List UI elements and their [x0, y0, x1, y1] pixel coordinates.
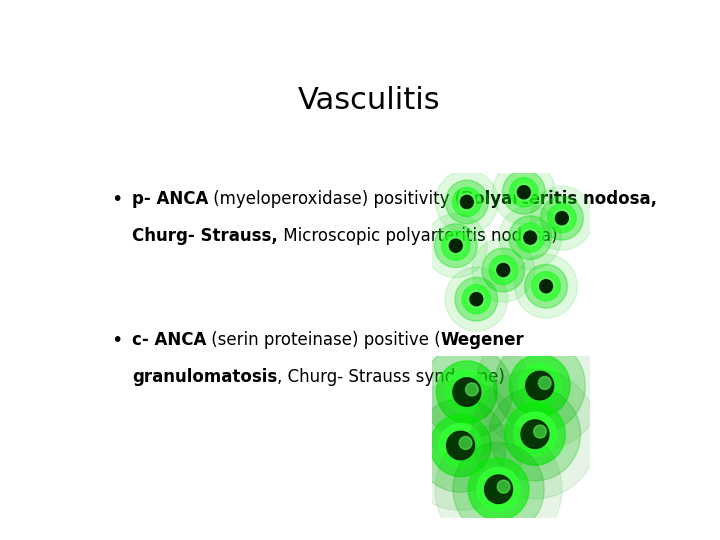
Circle shape [482, 248, 525, 292]
Circle shape [472, 238, 535, 302]
Circle shape [436, 361, 498, 423]
Circle shape [554, 210, 570, 227]
Circle shape [455, 278, 498, 321]
Circle shape [449, 239, 462, 252]
Text: Wegener: Wegener [441, 331, 525, 349]
Circle shape [485, 475, 513, 503]
Circle shape [446, 180, 488, 224]
Circle shape [462, 285, 490, 314]
Text: •: • [111, 190, 122, 208]
Circle shape [532, 272, 560, 301]
Circle shape [403, 327, 530, 457]
Text: Churg- Strauss,: Churg- Strauss, [132, 227, 278, 245]
Circle shape [505, 403, 565, 465]
Text: (myeloperoxidase) positivity (: (myeloperoxidase) positivity ( [208, 190, 462, 207]
Circle shape [468, 458, 529, 521]
Circle shape [531, 186, 593, 250]
Text: •: • [111, 331, 122, 350]
Circle shape [503, 171, 545, 214]
Circle shape [510, 178, 538, 207]
Circle shape [415, 399, 506, 492]
Circle shape [466, 383, 478, 396]
Circle shape [441, 231, 470, 260]
Circle shape [538, 278, 554, 295]
Circle shape [523, 231, 536, 244]
Circle shape [446, 431, 474, 460]
Circle shape [534, 425, 546, 438]
Circle shape [516, 184, 532, 201]
Circle shape [494, 339, 585, 432]
Circle shape [439, 423, 482, 468]
Circle shape [522, 229, 539, 246]
Text: , Churg- Strauss syndrome): , Churg- Strauss syndrome) [277, 368, 505, 386]
Circle shape [453, 187, 481, 217]
Circle shape [453, 443, 544, 536]
Circle shape [453, 378, 481, 406]
Circle shape [518, 363, 562, 408]
Text: Polyarteritis nodosa,: Polyarteritis nodosa, [462, 190, 657, 207]
Circle shape [499, 206, 562, 269]
Text: Microscopic polyarteritis nodosa): Microscopic polyarteritis nodosa) [278, 227, 557, 245]
Circle shape [548, 204, 576, 233]
Circle shape [477, 321, 603, 450]
Circle shape [490, 388, 580, 481]
Circle shape [518, 186, 531, 199]
Circle shape [509, 354, 570, 417]
Circle shape [525, 265, 567, 308]
Circle shape [472, 369, 598, 499]
Circle shape [424, 214, 487, 278]
Circle shape [526, 372, 554, 400]
Circle shape [495, 261, 512, 279]
Circle shape [459, 193, 475, 211]
Circle shape [492, 160, 555, 224]
Circle shape [521, 420, 549, 448]
Circle shape [459, 436, 472, 449]
Circle shape [539, 280, 552, 293]
Circle shape [421, 346, 513, 438]
Text: c- ANCA: c- ANCA [132, 331, 206, 349]
Circle shape [497, 264, 510, 276]
Circle shape [498, 480, 510, 493]
Circle shape [513, 412, 557, 456]
Circle shape [509, 215, 552, 260]
Circle shape [555, 212, 568, 225]
Circle shape [489, 255, 518, 285]
Text: granulomatosis: granulomatosis [132, 368, 277, 386]
Circle shape [447, 237, 464, 254]
Text: (serin proteinase) positive (: (serin proteinase) positive ( [206, 331, 441, 349]
Circle shape [434, 224, 477, 267]
Circle shape [539, 376, 551, 389]
Circle shape [516, 223, 544, 252]
Circle shape [541, 197, 583, 240]
Text: Vasculitis: Vasculitis [297, 85, 441, 114]
Circle shape [470, 293, 483, 306]
Circle shape [445, 267, 508, 331]
Circle shape [477, 467, 520, 511]
Circle shape [436, 170, 498, 234]
Text: p- ANCA: p- ANCA [132, 190, 208, 207]
Circle shape [435, 424, 562, 540]
Circle shape [515, 254, 577, 318]
Circle shape [430, 414, 491, 477]
Circle shape [445, 370, 488, 414]
Circle shape [397, 381, 524, 510]
Circle shape [468, 291, 485, 308]
Circle shape [460, 195, 473, 208]
